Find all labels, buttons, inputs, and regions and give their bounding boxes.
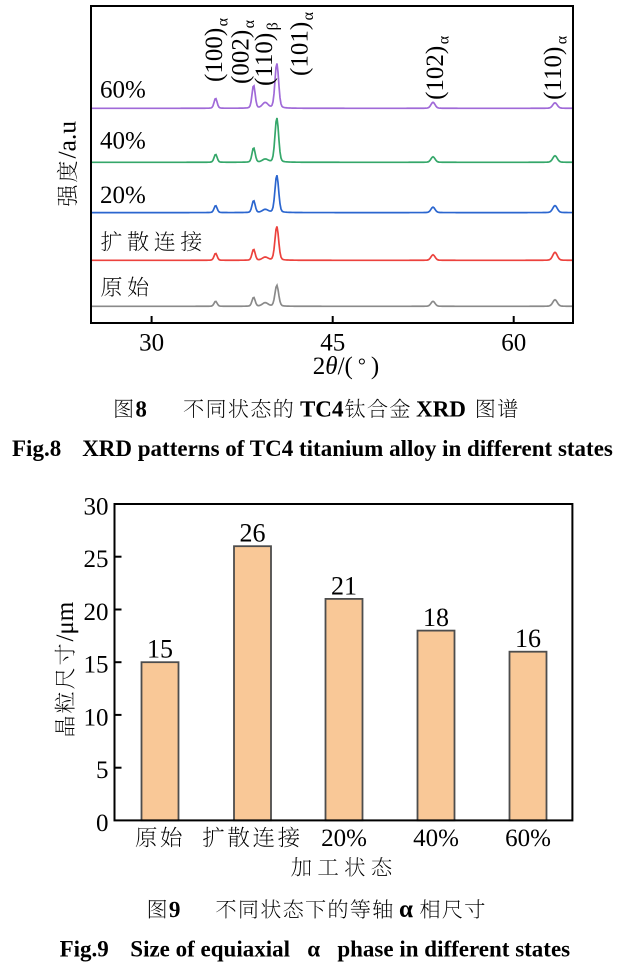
svg-text:2θ/( ° ): 2θ/( ° ): [313, 353, 379, 380]
svg-text:α: α: [399, 896, 413, 923]
svg-text:60%: 60%: [100, 76, 146, 103]
svg-text:(102): (102): [422, 46, 449, 100]
svg-text:40%: 40%: [413, 825, 459, 852]
svg-text:(002): (002): [228, 30, 255, 84]
svg-text:15: 15: [84, 652, 109, 679]
svg-text:β: β: [265, 22, 282, 30]
svg-text:10: 10: [84, 704, 109, 731]
svg-text:26: 26: [240, 519, 266, 548]
svg-text:15: 15: [147, 635, 173, 664]
svg-text:α: α: [214, 17, 231, 26]
svg-text:Size of equiaxial α phase: Size of equiaxial α phase in different s…: [130, 937, 570, 962]
svg-text:40%: 40%: [100, 127, 146, 154]
svg-text:5: 5: [96, 757, 109, 784]
svg-text:45: 45: [320, 330, 345, 357]
svg-text:(101): (101): [287, 22, 314, 76]
svg-text:30: 30: [84, 494, 109, 521]
svg-text:Fig.9: Fig.9: [60, 937, 109, 962]
svg-text:α: α: [553, 35, 570, 44]
svg-text:20: 20: [84, 599, 109, 626]
svg-text:18: 18: [423, 603, 449, 632]
svg-text:60: 60: [501, 330, 526, 357]
svg-text:(110): (110): [540, 47, 567, 100]
svg-text:20%: 20%: [100, 182, 146, 209]
svg-text:0: 0: [96, 810, 109, 837]
svg-text:Fig.8: Fig.8: [12, 436, 61, 461]
svg-text:(110): (110): [251, 33, 278, 86]
svg-text:α: α: [241, 19, 258, 28]
svg-text:(100): (100): [201, 28, 228, 82]
svg-text:XRD patterns of TC4 titanium a: XRD patterns of TC4 titanium alloy in di…: [82, 436, 613, 461]
svg-text:30: 30: [139, 330, 164, 357]
svg-text:16: 16: [515, 624, 541, 653]
svg-text:α: α: [300, 11, 317, 20]
svg-text:21: 21: [331, 571, 357, 600]
svg-text:25: 25: [84, 546, 109, 573]
svg-text:α: α: [435, 35, 452, 44]
svg-text:60%: 60%: [505, 825, 551, 852]
svg-text:20%: 20%: [321, 825, 367, 852]
